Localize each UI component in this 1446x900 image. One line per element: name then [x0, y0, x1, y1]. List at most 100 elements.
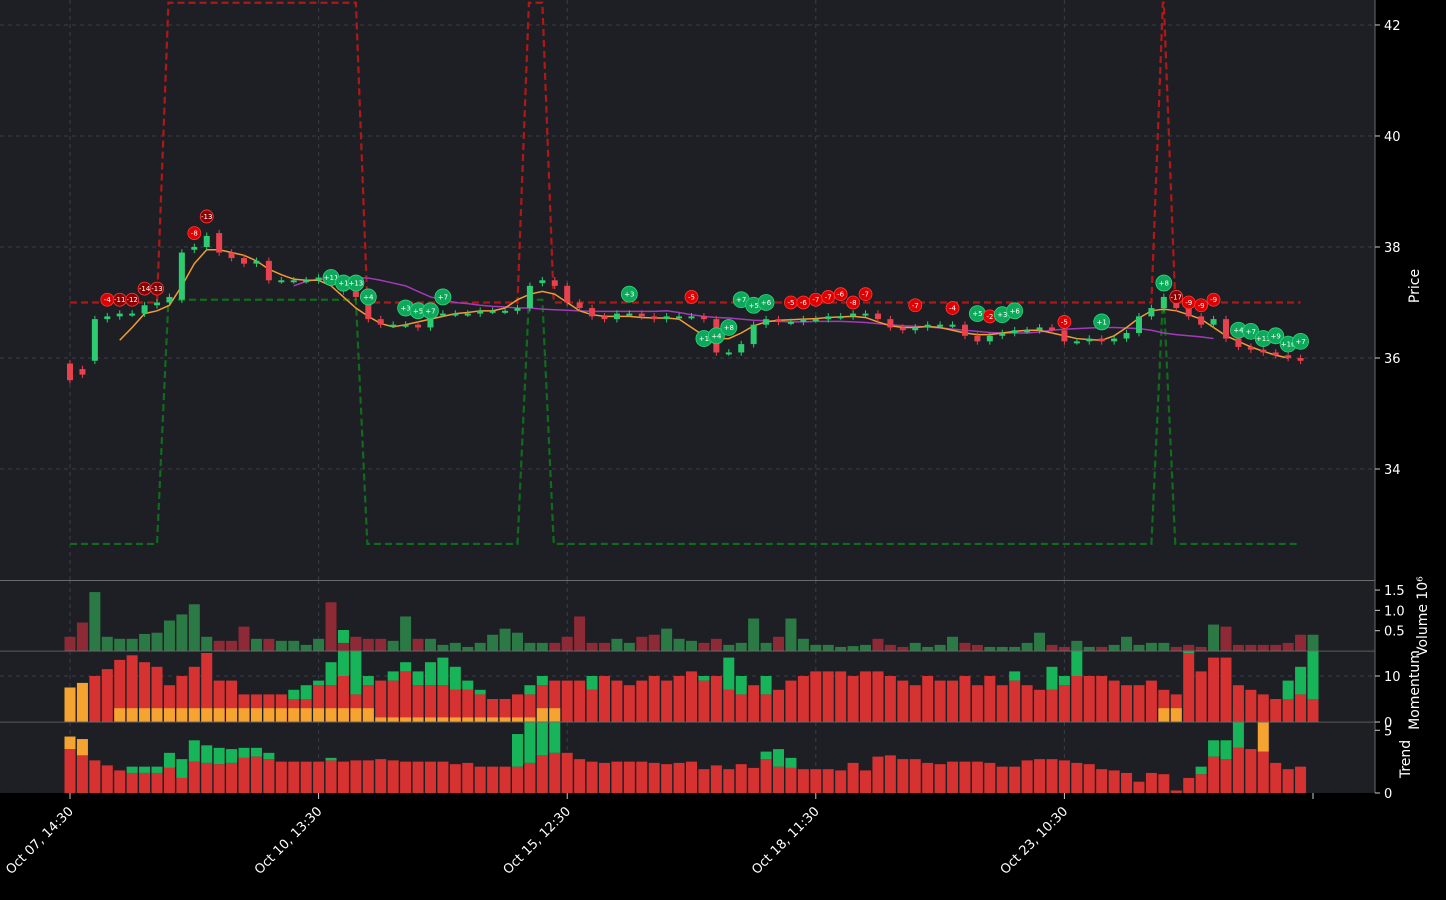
momentum-bar [325, 685, 337, 722]
trend-bar [860, 770, 872, 793]
volume-bar [101, 636, 113, 651]
candle-body [1210, 319, 1217, 325]
signal-badge [707, 327, 725, 345]
trend-bar-orange [1257, 720, 1269, 752]
momentum-bar-orange [524, 717, 536, 722]
momentum-bar [101, 669, 113, 722]
trend-bar [872, 756, 884, 793]
trend-bar [1108, 770, 1120, 793]
trend-bar [288, 761, 300, 793]
momentum-bar-orange [250, 708, 262, 722]
volume-bar [897, 646, 909, 651]
volume-bar [201, 636, 213, 651]
candle-body [1135, 316, 1142, 334]
trend-bar [760, 759, 772, 793]
trend-bar [375, 759, 387, 793]
trend-bar [424, 761, 436, 793]
trend-bar [1083, 764, 1095, 793]
momentum-bar-green [1307, 639, 1319, 699]
trend-bar [213, 764, 225, 793]
trend-bar [176, 777, 188, 793]
trend-bar [387, 760, 399, 793]
trend-bar [710, 765, 722, 793]
trend-bar [1071, 762, 1083, 793]
candle-body [787, 321, 794, 324]
volume-bar [89, 592, 101, 651]
volume-bar [1133, 644, 1145, 651]
trend-bar [1282, 769, 1294, 793]
momentum-bar-orange [511, 717, 523, 722]
volume-bar [449, 642, 461, 651]
momentum-bar-orange [64, 687, 76, 722]
momentum-bar-orange [487, 717, 499, 722]
trend-bar [574, 759, 586, 793]
momentum-bar-green [437, 657, 449, 686]
trend-bar [673, 762, 685, 793]
momentum-bar-orange [424, 717, 436, 722]
volume-bar [648, 634, 660, 651]
momentum-bar [1295, 694, 1307, 722]
momentum-bar-orange [300, 708, 312, 722]
candle-body [601, 316, 608, 320]
candle-body [141, 305, 148, 314]
volume-bar [1270, 644, 1282, 651]
signal-badge [620, 285, 638, 303]
signal-badge [846, 295, 860, 310]
volume-bar [499, 628, 511, 651]
trend-bar [1220, 759, 1232, 793]
signal-badge-label: +5 [413, 307, 423, 315]
signal-badge-label: +7 [1246, 328, 1256, 336]
candle-body [738, 344, 745, 353]
momentum-bar-orange [226, 708, 238, 722]
volume-bar [909, 642, 921, 651]
volume-bar [1009, 646, 1021, 651]
candle-body [427, 313, 434, 328]
momentum-bar [996, 685, 1008, 722]
volume-bar [437, 644, 449, 651]
volume-bar [611, 638, 623, 651]
volume-bar [586, 642, 598, 651]
momentum-bar [449, 689, 461, 722]
momentum-bar [909, 685, 921, 722]
trend-bar-green [773, 749, 785, 767]
volume-bar [524, 642, 536, 651]
candle-body [129, 313, 136, 316]
momentum-bar-green [1295, 666, 1307, 695]
signal-badges: -4 -11 -12-14 -13-8-13+11+1 +13+4+3 +5 +7+7 +3-… [100, 209, 1309, 353]
trend-bar-green [1208, 740, 1220, 757]
momentum-bar-orange [325, 708, 337, 722]
trend-bar [499, 766, 511, 793]
trend-bar [586, 761, 598, 793]
volume-bar [1083, 646, 1095, 651]
volume-bar [1034, 632, 1046, 651]
signal-badge-label: -9 [1198, 302, 1205, 310]
candle-body [651, 316, 658, 320]
candle-body [104, 316, 111, 320]
resistance-line [70, 1, 1301, 304]
momentum-bar [561, 680, 573, 722]
volume-bar [76, 622, 88, 651]
signal-badge-label: +4 [711, 332, 722, 340]
trend-bar [686, 761, 697, 793]
momentum-bar [636, 680, 648, 722]
momentum-bar [375, 680, 387, 722]
candle-body [551, 280, 558, 286]
trend-bar [126, 772, 138, 793]
trend-bar [623, 761, 635, 793]
trend-bar-green [263, 752, 275, 760]
trend-bar [1058, 760, 1070, 793]
momentum-bar [1096, 676, 1108, 722]
trend-panel [64, 710, 1307, 793]
signal-badge-label: -6 [800, 299, 808, 307]
candle-body [216, 233, 223, 253]
signal-badge [684, 290, 699, 304]
momentum-bar [586, 689, 598, 722]
momentum-bar [163, 685, 175, 722]
momentum-bar-green [387, 671, 399, 681]
signal-badge [720, 319, 738, 336]
candle-body [253, 260, 260, 264]
trend-bar [847, 762, 859, 793]
candle-body [514, 308, 521, 311]
candle-body [874, 313, 881, 320]
volume-bar [847, 646, 859, 651]
